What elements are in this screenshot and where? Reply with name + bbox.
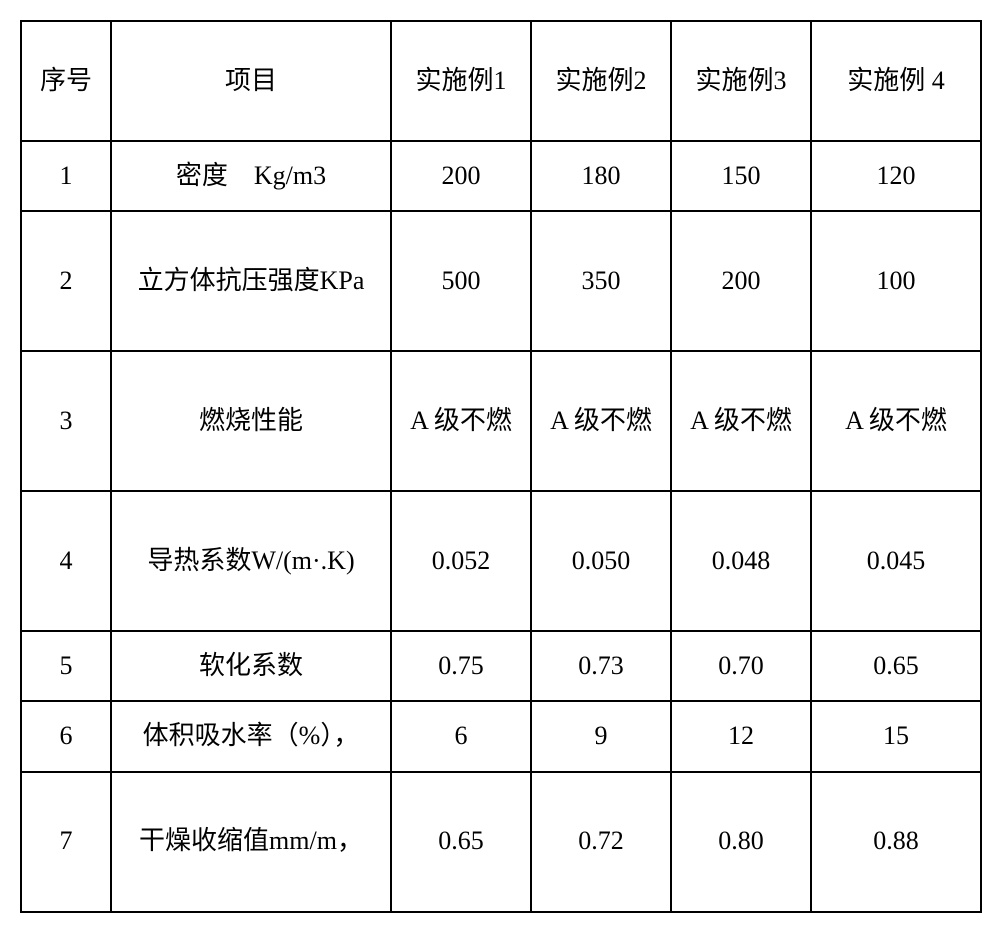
cell-ex4: 0.65 bbox=[811, 631, 981, 701]
header-example-3: 实施例3 bbox=[671, 21, 811, 141]
table-row: 6 体积吸水率（%）， 6 9 12 15 bbox=[21, 701, 981, 771]
table-row: 4 导热系数W/(m·.K) 0.052 0.050 0.048 0.045 bbox=[21, 491, 981, 631]
cell-seq: 7 bbox=[21, 772, 111, 912]
cell-ex4: 100 bbox=[811, 211, 981, 351]
table-row: 2 立方体抗压强度KPa 500 350 200 100 bbox=[21, 211, 981, 351]
header-seq: 序号 bbox=[21, 21, 111, 141]
cell-ex3: 150 bbox=[671, 141, 811, 211]
cell-ex1: 6 bbox=[391, 701, 531, 771]
cell-ex3: 200 bbox=[671, 211, 811, 351]
cell-ex2: 0.050 bbox=[531, 491, 671, 631]
cell-item: 干燥收缩值mm/m， bbox=[111, 772, 391, 912]
cell-ex2: 0.72 bbox=[531, 772, 671, 912]
cell-ex3: A 级不燃 bbox=[671, 351, 811, 491]
cell-seq: 5 bbox=[21, 631, 111, 701]
cell-item: 燃烧性能 bbox=[111, 351, 391, 491]
cell-ex3: 12 bbox=[671, 701, 811, 771]
cell-ex4: 120 bbox=[811, 141, 981, 211]
cell-ex2: 180 bbox=[531, 141, 671, 211]
cell-seq: 3 bbox=[21, 351, 111, 491]
cell-ex1: 0.75 bbox=[391, 631, 531, 701]
cell-ex3: 0.70 bbox=[671, 631, 811, 701]
cell-seq: 2 bbox=[21, 211, 111, 351]
cell-ex1: 200 bbox=[391, 141, 531, 211]
cell-ex2: A 级不燃 bbox=[531, 351, 671, 491]
cell-ex1: 0.65 bbox=[391, 772, 531, 912]
table-header-row: 序号 项目 实施例1 实施例2 实施例3 实施例 4 bbox=[21, 21, 981, 141]
cell-item: 软化系数 bbox=[111, 631, 391, 701]
material-properties-table: 序号 项目 实施例1 实施例2 实施例3 实施例 4 1 密度 Kg/m3 20… bbox=[20, 20, 982, 913]
cell-ex1: A 级不燃 bbox=[391, 351, 531, 491]
cell-ex3: 0.048 bbox=[671, 491, 811, 631]
cell-ex1: 500 bbox=[391, 211, 531, 351]
material-properties-table-container: 序号 项目 实施例1 实施例2 实施例3 实施例 4 1 密度 Kg/m3 20… bbox=[20, 20, 980, 913]
cell-seq: 1 bbox=[21, 141, 111, 211]
cell-ex4: 0.045 bbox=[811, 491, 981, 631]
cell-ex4: A 级不燃 bbox=[811, 351, 981, 491]
header-example-1: 实施例1 bbox=[391, 21, 531, 141]
cell-item: 体积吸水率（%）， bbox=[111, 701, 391, 771]
table-row: 1 密度 Kg/m3 200 180 150 120 bbox=[21, 141, 981, 211]
cell-item: 密度 Kg/m3 bbox=[111, 141, 391, 211]
cell-ex3: 0.80 bbox=[671, 772, 811, 912]
header-item: 项目 bbox=[111, 21, 391, 141]
cell-ex4: 15 bbox=[811, 701, 981, 771]
cell-ex4: 0.88 bbox=[811, 772, 981, 912]
cell-seq: 6 bbox=[21, 701, 111, 771]
table-row: 3 燃烧性能 A 级不燃 A 级不燃 A 级不燃 A 级不燃 bbox=[21, 351, 981, 491]
header-example-4: 实施例 4 bbox=[811, 21, 981, 141]
table-row: 5 软化系数 0.75 0.73 0.70 0.65 bbox=[21, 631, 981, 701]
cell-item: 立方体抗压强度KPa bbox=[111, 211, 391, 351]
cell-ex2: 0.73 bbox=[531, 631, 671, 701]
cell-ex1: 0.052 bbox=[391, 491, 531, 631]
cell-seq: 4 bbox=[21, 491, 111, 631]
cell-ex2: 9 bbox=[531, 701, 671, 771]
header-example-2: 实施例2 bbox=[531, 21, 671, 141]
cell-item: 导热系数W/(m·.K) bbox=[111, 491, 391, 631]
cell-ex2: 350 bbox=[531, 211, 671, 351]
table-row: 7 干燥收缩值mm/m， 0.65 0.72 0.80 0.88 bbox=[21, 772, 981, 912]
